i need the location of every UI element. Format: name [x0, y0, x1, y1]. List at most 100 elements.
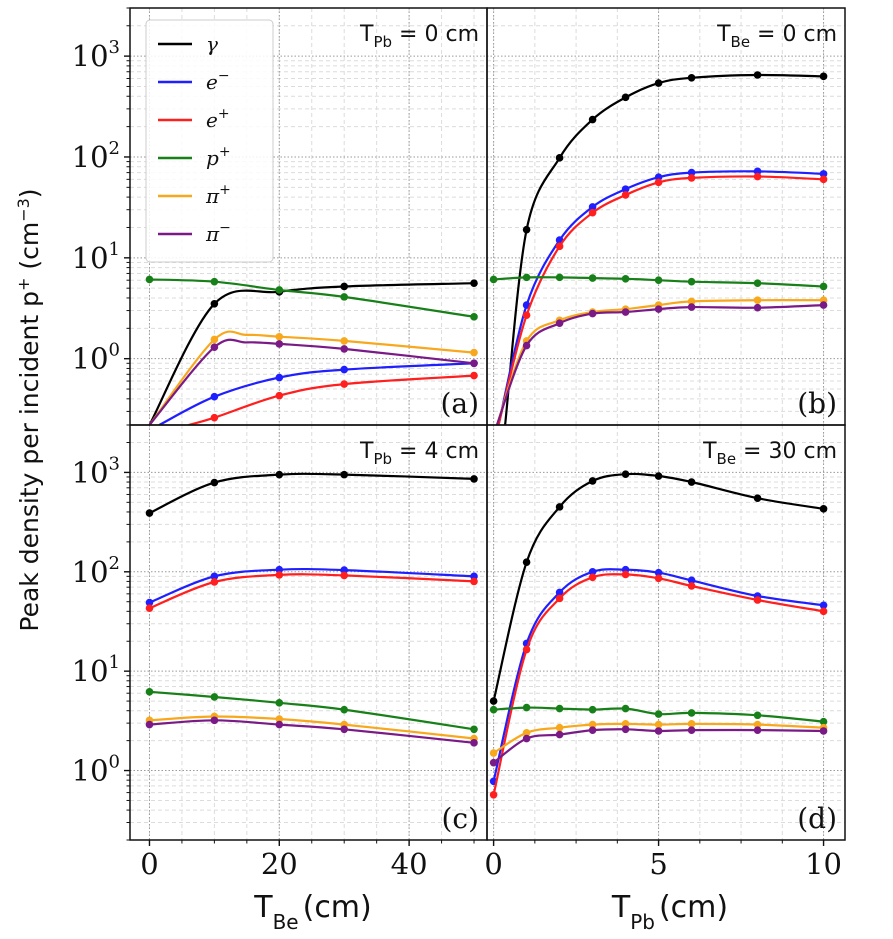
data-point-gamma — [654, 79, 663, 87]
data-point-gamma — [340, 470, 349, 479]
y-tick-label: 102 — [72, 553, 120, 589]
data-point-pi_minus — [340, 725, 349, 734]
data-point-p_plus — [654, 276, 663, 285]
data-point-pi_minus — [588, 726, 597, 734]
data-point-p_plus — [340, 705, 349, 714]
data-point-e_plus — [275, 391, 284, 400]
data-point-gamma — [588, 477, 597, 485]
data-point-pi_plus — [340, 337, 349, 345]
data-point-pi_minus — [753, 303, 762, 312]
series-line-pi_minus — [148, 338, 475, 425]
data-point-p_plus — [489, 275, 498, 284]
data-point-e_minus — [275, 565, 284, 574]
data-point-pi_minus — [210, 716, 219, 725]
legend-label-e_plus: e+ — [206, 106, 230, 132]
data-point-pi_minus — [522, 341, 531, 350]
x-axis-title-right-sub: Pb — [630, 910, 655, 934]
series-line-pi_plus — [148, 330, 475, 425]
data-point-pi_minus — [210, 343, 219, 351]
data-point-p_plus — [819, 282, 828, 291]
data-point-e_plus — [470, 371, 478, 380]
data-point-e_plus — [555, 242, 564, 251]
data-point-e_plus — [588, 208, 597, 217]
minor-grid — [130, 425, 487, 840]
major-grid — [487, 8, 845, 425]
data-point-p_plus — [588, 705, 597, 714]
x-tick-label: 20 — [261, 847, 298, 881]
data-point-gamma — [522, 558, 531, 566]
data-point-pi_plus — [654, 720, 663, 729]
series-line-pi_minus — [495, 304, 824, 425]
data-point-p_plus — [588, 274, 597, 282]
data-point-gamma — [210, 478, 219, 487]
data-point-pi_minus — [555, 730, 564, 739]
data-point-gamma — [470, 475, 478, 483]
data-point-pi_plus — [555, 723, 564, 732]
data-point-pi_plus — [522, 728, 531, 737]
data-point-pi_minus — [654, 727, 663, 735]
data-point-e_plus — [340, 571, 349, 580]
legend-label-e_minus: e− — [206, 68, 230, 94]
panel-title: TBe = 0 cm — [716, 22, 837, 51]
data-point-e_plus — [210, 413, 219, 422]
data-point-pi_minus — [687, 726, 696, 734]
x-axis-title-right-unit: (cm) — [659, 890, 728, 925]
data-point-pi_minus — [588, 309, 597, 318]
y-axis-title-main: Peak density per incident p — [15, 291, 44, 632]
y-tick-label: 101 — [72, 652, 120, 688]
data-point-pi_plus — [753, 720, 762, 729]
data-point-e_plus — [340, 380, 349, 388]
data-point-e_plus — [819, 175, 828, 184]
panel-title: TBe = 30 cm — [702, 439, 837, 468]
data-point-gamma — [588, 115, 597, 124]
data-point-e_plus — [687, 174, 696, 182]
minor-grid — [487, 8, 845, 425]
data-point-e_minus — [340, 365, 349, 374]
data-point-pi_minus — [275, 340, 284, 348]
data-point-gamma — [753, 71, 762, 79]
data-point-e_minus — [145, 598, 154, 607]
series-group — [489, 71, 828, 425]
data-point-pi_minus — [621, 308, 630, 316]
data-point-gamma — [555, 503, 564, 511]
series-line-gamma — [149, 472, 475, 515]
data-point-pi_minus — [819, 727, 828, 735]
data-point-p_plus — [522, 703, 531, 712]
panel-tag: (a) — [440, 387, 479, 420]
data-point-e_plus — [275, 571, 284, 579]
series-line-e_plus — [188, 374, 475, 425]
major-grid — [487, 425, 845, 840]
series-group — [489, 470, 828, 799]
x-axis-title-right: TPb (cm) — [611, 890, 728, 934]
panel-tag: (c) — [441, 802, 479, 835]
data-point-e_minus — [819, 601, 828, 610]
data-point-p_plus — [470, 313, 478, 321]
panel-frame — [486, 424, 846, 841]
data-point-e_minus — [819, 170, 828, 178]
tick-layer — [124, 7, 825, 846]
data-point-p_plus — [210, 277, 219, 286]
series-line-gamma — [504, 73, 824, 425]
panel-tag: (d) — [797, 802, 837, 835]
data-point-e_plus — [654, 574, 663, 583]
data-point-pi_plus — [753, 296, 762, 305]
data-point-e_minus — [340, 566, 349, 574]
data-point-pi_plus — [275, 715, 284, 723]
data-point-e_minus — [210, 572, 219, 581]
data-point-gamma — [275, 470, 284, 479]
data-point-pi_plus — [687, 297, 696, 306]
data-point-p_plus — [522, 273, 531, 282]
data-point-e_plus — [210, 578, 219, 586]
panel-title: TPb = 0 cm — [359, 22, 479, 51]
series-line-pi_plus — [495, 299, 824, 425]
data-point-e_plus — [588, 573, 597, 582]
data-point-p_plus — [621, 704, 630, 713]
plot-layer — [145, 71, 828, 799]
data-point-gamma — [522, 225, 531, 234]
data-point-e_plus — [621, 570, 630, 579]
data-point-pi_plus — [210, 335, 219, 344]
legend-label-p_plus: p+ — [206, 144, 231, 170]
y-axis-title-sup: + — [14, 278, 33, 291]
x-axis-title-right-main: T — [611, 890, 631, 925]
